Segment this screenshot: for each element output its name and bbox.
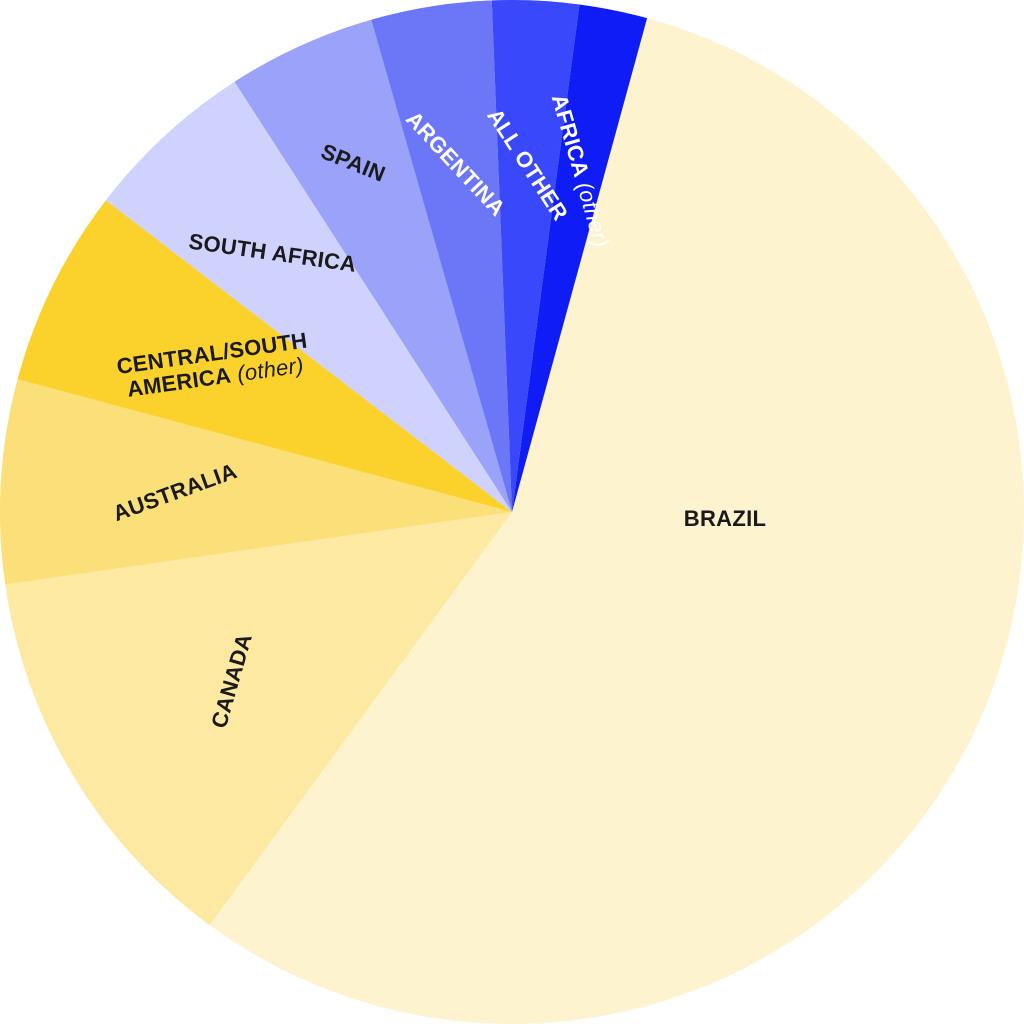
- slice-label-brazil: BRAZIL: [684, 506, 766, 531]
- pie-slice-all-other: [491, 0, 580, 513]
- pie-slice-brazil: [209, 18, 1024, 1024]
- pie-slice-canada: [5, 512, 513, 926]
- pie-slice-argentina: [371, 0, 512, 513]
- pie-slice-central-south-america: [17, 200, 512, 513]
- slice-label-central-south-america: CENTRAL/SOUTHAMERICA (other): [115, 328, 312, 403]
- pie-slice-africa: [512, 4, 648, 512]
- pie-slice-spain: [234, 19, 513, 512]
- pie-slice-australia: [0, 379, 513, 585]
- pie-slice-south-africa: [105, 81, 512, 513]
